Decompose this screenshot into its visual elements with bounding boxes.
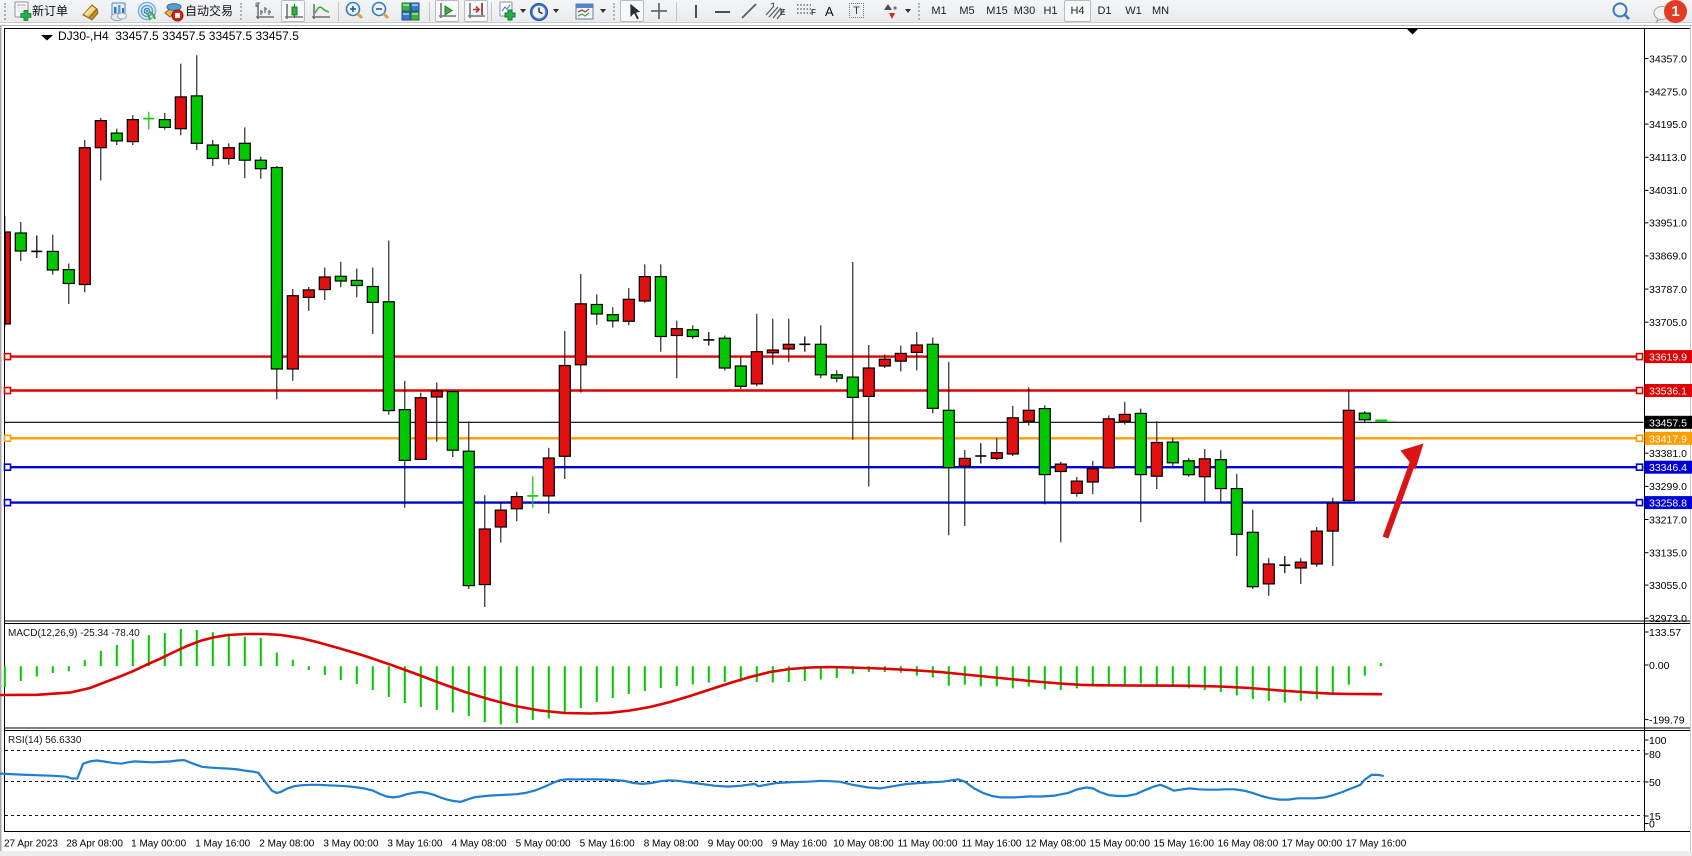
svg-text:0: 0 [1649,818,1655,830]
svg-text:1 May 00:00: 1 May 00:00 [131,839,186,850]
svg-text:34275.0: 34275.0 [1649,87,1687,99]
svg-text:100: 100 [1649,735,1667,747]
svg-text:5 May 00:00: 5 May 00:00 [516,839,571,850]
svg-text:2 May 08:00: 2 May 08:00 [259,839,314,850]
svg-text:MACD(12,26,9) -25.34 -78.40: MACD(12,26,9) -25.34 -78.40 [8,628,140,639]
svg-text:11 May 00:00: 11 May 00:00 [898,839,958,850]
svg-text:12 May 08:00: 12 May 08:00 [1025,839,1086,850]
svg-text:33381.0: 33381.0 [1649,448,1687,460]
svg-text:15: 15 [1649,811,1661,823]
svg-text:3 May 16:00: 3 May 16:00 [387,839,442,850]
svg-text:9 May 00:00: 9 May 00:00 [708,839,763,850]
svg-text:32973.0: 32973.0 [1649,613,1687,625]
svg-text:17 May 16:00: 17 May 16:00 [1346,839,1407,850]
svg-text:33299.0: 33299.0 [1649,481,1687,493]
svg-text:10 May 08:00: 10 May 08:00 [833,839,894,850]
svg-text:33951.0: 33951.0 [1649,218,1687,230]
svg-text:27 Apr 2023: 27 Apr 2023 [4,839,58,850]
svg-text:11 May 16:00: 11 May 16:00 [962,839,1022,850]
svg-text:34195.0: 34195.0 [1649,119,1687,131]
svg-text:33217.0: 33217.0 [1649,514,1687,526]
svg-text:RSI(14) 56.6330: RSI(14) 56.6330 [8,735,82,746]
svg-text:80: 80 [1649,749,1661,761]
svg-text:-199.79: -199.79 [1649,714,1685,726]
svg-text:33417.9: 33417.9 [1649,433,1687,445]
svg-text:34031.0: 34031.0 [1649,185,1687,197]
svg-text:8 May 08:00: 8 May 08:00 [644,839,699,850]
svg-text:1 May 16:00: 1 May 16:00 [195,839,250,850]
svg-text:33787.0: 33787.0 [1649,284,1687,296]
svg-text:4 May 08:00: 4 May 08:00 [451,839,506,850]
svg-text:33869.0: 33869.0 [1649,251,1687,263]
svg-text:33346.4: 33346.4 [1649,462,1687,474]
svg-text:3 May 00:00: 3 May 00:00 [323,839,378,850]
svg-text:17 May 00:00: 17 May 00:00 [1282,839,1343,850]
svg-text:DJ30-,H4 33457.5 33457.5 3345: DJ30-,H4 33457.5 33457.5 33457.5 33457.5 [58,29,299,43]
svg-text:33705.0: 33705.0 [1649,317,1687,329]
svg-text:33258.8: 33258.8 [1649,498,1687,510]
svg-text:15 May 16:00: 15 May 16:00 [1153,839,1214,850]
svg-text:133.57: 133.57 [1649,627,1681,639]
svg-text:16 May 08:00: 16 May 08:00 [1218,839,1279,850]
svg-text:33536.1: 33536.1 [1649,386,1687,398]
svg-text:50: 50 [1649,777,1661,789]
svg-text:33055.0: 33055.0 [1649,580,1687,592]
svg-text:28 Apr 08:00: 28 Apr 08:00 [66,839,123,850]
svg-text:34113.0: 34113.0 [1649,152,1686,164]
svg-text:33457.5: 33457.5 [1649,417,1687,429]
svg-text:9 May 16:00: 9 May 16:00 [772,839,827,850]
svg-text:5 May 16:00: 5 May 16:00 [580,839,635,850]
svg-text:34357.0: 34357.0 [1649,53,1687,65]
svg-text:33619.9: 33619.9 [1649,352,1687,364]
svg-text:33135.0: 33135.0 [1649,548,1687,560]
svg-text:15 May 00:00: 15 May 00:00 [1089,839,1150,850]
svg-text:0.00: 0.00 [1649,660,1670,672]
